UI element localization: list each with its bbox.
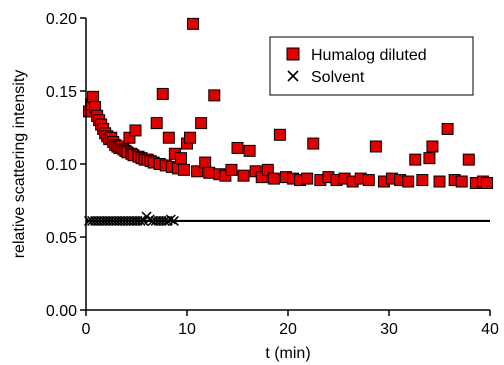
humalog-point [199, 156, 212, 169]
humalog-point [307, 137, 320, 150]
humalog-point [416, 174, 429, 187]
humalog-point [409, 153, 422, 166]
humalog-point [162, 131, 175, 144]
humalog-point [231, 141, 244, 154]
y-tick-label-2: 0.10 [46, 157, 77, 174]
humalog-point [87, 90, 100, 103]
humalog-point [267, 172, 280, 185]
humalog-point [177, 163, 190, 176]
humalog-point [426, 140, 439, 153]
solvent-point [168, 215, 179, 226]
solvent-point [159, 215, 170, 226]
humalog-point [174, 152, 187, 165]
solvent-point [135, 215, 146, 226]
humalog-point [225, 163, 238, 176]
humalog-point [187, 17, 200, 30]
humalog-point [402, 175, 415, 188]
x-tick-label-0: 0 [82, 321, 91, 338]
humalog-point [156, 87, 169, 100]
legend-swatch-humalog [286, 47, 300, 61]
humalog-point [423, 152, 436, 165]
y-tick-label-1: 0.05 [46, 230, 77, 247]
legend-label-humalog: Humalog diluted [311, 47, 427, 64]
humalog-point [480, 176, 493, 189]
legend-box [269, 36, 474, 96]
humalog-point [123, 131, 136, 144]
y-tick-label-0: 0.00 [46, 303, 77, 320]
humalog-point [129, 124, 142, 137]
humalog-point [203, 166, 216, 179]
y-axis-title: relative scattering intensity [11, 70, 28, 259]
plot-marks [83, 17, 493, 226]
solvent-point [165, 214, 176, 225]
humalog-point [243, 144, 256, 157]
y-tick-label-4: 0.20 [46, 11, 77, 28]
humalog-point [455, 175, 468, 188]
humalog-point [273, 128, 286, 141]
x-tick-label-3: 30 [380, 321, 398, 338]
humalog-point [184, 131, 197, 144]
humalog-point [237, 169, 250, 182]
x-axis-title: t (min) [265, 345, 310, 362]
legend: Humalog diluted Solvent [269, 36, 474, 96]
solvent-point [138, 215, 149, 226]
humalog-point [362, 174, 375, 187]
humalog-point [255, 171, 268, 184]
y-tick-label-3: 0.15 [46, 84, 77, 101]
humalog-point [261, 163, 274, 176]
humalog-point [150, 117, 163, 130]
legend-swatch-solvent [287, 70, 299, 82]
humalog-point [462, 153, 475, 166]
humalog-point [208, 89, 221, 102]
solvent-point [144, 214, 155, 225]
humalog-point [433, 175, 446, 188]
humalog-point [195, 117, 208, 130]
humalog-point [191, 165, 204, 178]
x-tick-label-1: 10 [178, 321, 196, 338]
x-tick-label-4: 40 [481, 321, 499, 338]
legend-label-solvent: Solvent [311, 69, 365, 86]
x-tick-label-2: 20 [279, 321, 297, 338]
humalog-point [301, 172, 314, 185]
humalog-point [369, 140, 382, 153]
humalog-point [441, 122, 454, 135]
ticks: 0 10 20 30 40 0.00 0.05 0.10 0.15 0.20 [46, 11, 499, 338]
